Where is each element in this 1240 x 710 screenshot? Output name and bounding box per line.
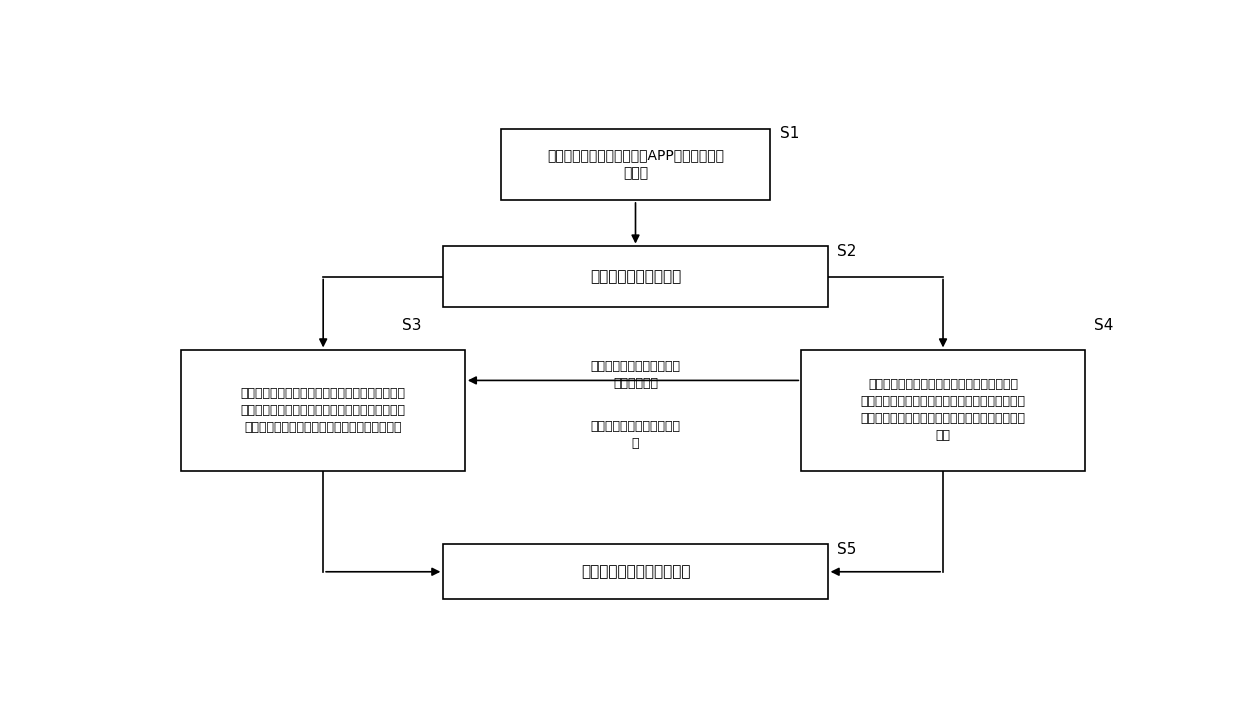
Text: 判断是否开启睡眠模式: 判断是否开启睡眠模式	[590, 269, 681, 284]
Text: S3: S3	[403, 317, 422, 332]
Text: S4: S4	[1095, 317, 1114, 332]
Bar	[801, 350, 1085, 471]
Bar	[501, 129, 770, 200]
Text: S1: S1	[780, 126, 799, 141]
Bar	[181, 350, 465, 471]
Text: 检测到空调器出现断电、重
启: 检测到空调器出现断电、重 启	[590, 420, 681, 450]
Text: 接遥控器或者智能终端上的APP发送的光敏触
发指令: 接遥控器或者智能终端上的APP发送的光敏触 发指令	[547, 148, 724, 180]
Text: S5: S5	[837, 542, 857, 557]
Text: 达到所述睡眠模式对应的睡
眠结束时间点: 达到所述睡眠模式对应的睡 眠结束时间点	[590, 360, 681, 390]
Bar	[444, 545, 828, 599]
Text: 使用第一亮度控制策略控制显示屏的亮度变化（根
据获得的光敏电压值，自适应调整显示屏显示亮度
，调节过程中的最低亮度为预设的最低亮度值）: 使用第一亮度控制策略控制显示屏的亮度变化（根 据获得的光敏电压值，自适应调整显示…	[241, 387, 405, 434]
Text: S2: S2	[837, 244, 857, 258]
Text: 使用第二亮度控制策略控制显示屏的亮度变化
（根据从光敏器件处获得的光敏电压值，自适应调
整显示屏显示亮度，其中调节过程中的可关闭显示
屏）: 使用第二亮度控制策略控制显示屏的亮度变化 （根据从光敏器件处获得的光敏电压值，自…	[861, 378, 1025, 442]
Text: 控制显示屏恢复默认亮度值: 控制显示屏恢复默认亮度值	[580, 564, 691, 579]
Bar	[444, 246, 828, 307]
